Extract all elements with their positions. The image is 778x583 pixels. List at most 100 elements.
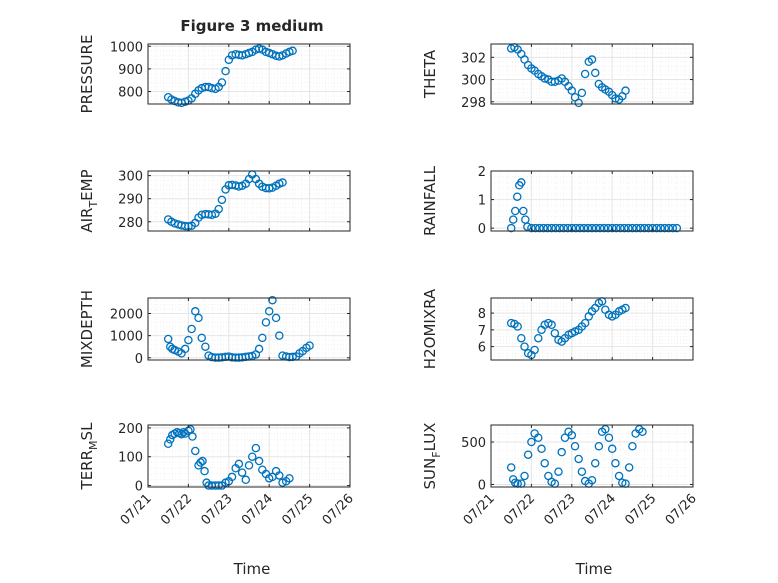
data-point [591,223,601,233]
x-tick-label: 07/25 [279,491,316,528]
data-point [264,307,274,316]
data-point [539,223,548,233]
data-point [620,223,629,233]
data-point [288,46,297,56]
data-point [534,433,543,442]
y-tick-label: 302 [461,51,486,66]
data-point [523,450,533,459]
x-tick-label: 07/23 [199,491,236,528]
y-tick-label: 500 [461,436,486,451]
data-point [554,467,563,476]
data-point [624,463,634,472]
y-axis-label: RAINFALL [421,165,439,236]
subplot-3: 280 290 300 AIRTEMP [78,169,351,233]
data-point [285,474,294,483]
x-tick-label: 07/22 [501,491,538,528]
x-tick-label: 07/26 [320,491,357,528]
data-point [611,458,620,468]
y-axis-label: PRESSURE [78,35,96,114]
data-point [251,443,261,453]
data-point [231,353,240,362]
y-tick-label: 298 [461,96,486,111]
data-point [567,223,577,233]
data-point [595,223,605,233]
y-tick-label: 290 [118,193,143,208]
data-point [590,68,600,78]
axes-box [147,43,351,105]
y-tick-label: 300 [118,170,143,185]
y-axis-label: AIRTEMP [78,169,100,232]
data-point [211,481,220,490]
data-point [527,223,536,233]
data-point [567,86,577,95]
y-tick-label: 2 [478,165,486,180]
data-point [575,223,585,233]
data-point [520,342,529,351]
subplot-1: 800 900 1000 PRESSURE [78,35,351,114]
data-point [165,435,175,444]
data-point [201,209,210,219]
subplot-6: 6 7 8 H2OMIXRA [421,288,694,369]
y-axis-label: H2OMIXRA [421,288,439,369]
data-point [527,437,536,447]
data-point [237,468,247,477]
data-point [221,66,230,76]
subplot-8: 0 500 07/21 07/22 07/23 07/24 07/25 07/26 SUNFLU… [421,423,700,529]
data-point [636,223,645,233]
axes-box [147,170,351,232]
data-point [506,223,516,233]
data-point [535,223,544,233]
data-point [201,342,210,351]
data-point [551,223,560,233]
x-tick-label: 07/23 [542,491,579,528]
data-point [184,335,193,345]
y-axis-label: SUNFLUX [421,423,443,490]
data-point [271,51,281,61]
data-point [624,223,633,233]
data-point [599,223,609,233]
data-point [580,69,590,79]
x-axis-label-left: Time [233,560,271,578]
data-point [217,78,227,87]
data-point [520,471,529,481]
data-point [547,320,556,330]
data-point [254,456,264,466]
data-point [557,447,566,457]
data-point [207,210,217,220]
y-tick-label: 1000 [110,40,143,55]
data-point [305,341,314,350]
data-point [632,223,641,233]
y-tick-label: 0 [135,352,143,367]
data-point [258,333,267,343]
data-point [214,204,223,214]
y-tick-label: 300 [461,74,486,89]
data-point [590,458,600,468]
data-point [508,215,518,224]
y-tick-label: 0 [135,480,143,495]
axes-box [490,424,694,488]
data-point [191,446,200,456]
data-point [234,182,244,191]
y-axis-label: MIXDEPTH [78,290,96,368]
data-point [587,475,597,485]
data-point [648,223,657,233]
data-point [214,481,223,490]
axes-box [490,297,694,361]
data-point [530,345,539,355]
data-point [577,88,587,98]
data-point [614,471,624,481]
data-point [275,471,284,480]
data-point [198,456,207,466]
data-point [234,459,244,469]
data-point [604,433,614,442]
data-point [163,439,173,448]
data-point [197,333,206,343]
data-point [180,344,190,354]
data-point [672,223,682,233]
data-point [583,223,593,233]
data-point [537,444,546,454]
data-point [200,466,209,476]
y-axis-label: THETA [421,49,439,99]
x-tick-label: 07/26 [663,491,700,528]
